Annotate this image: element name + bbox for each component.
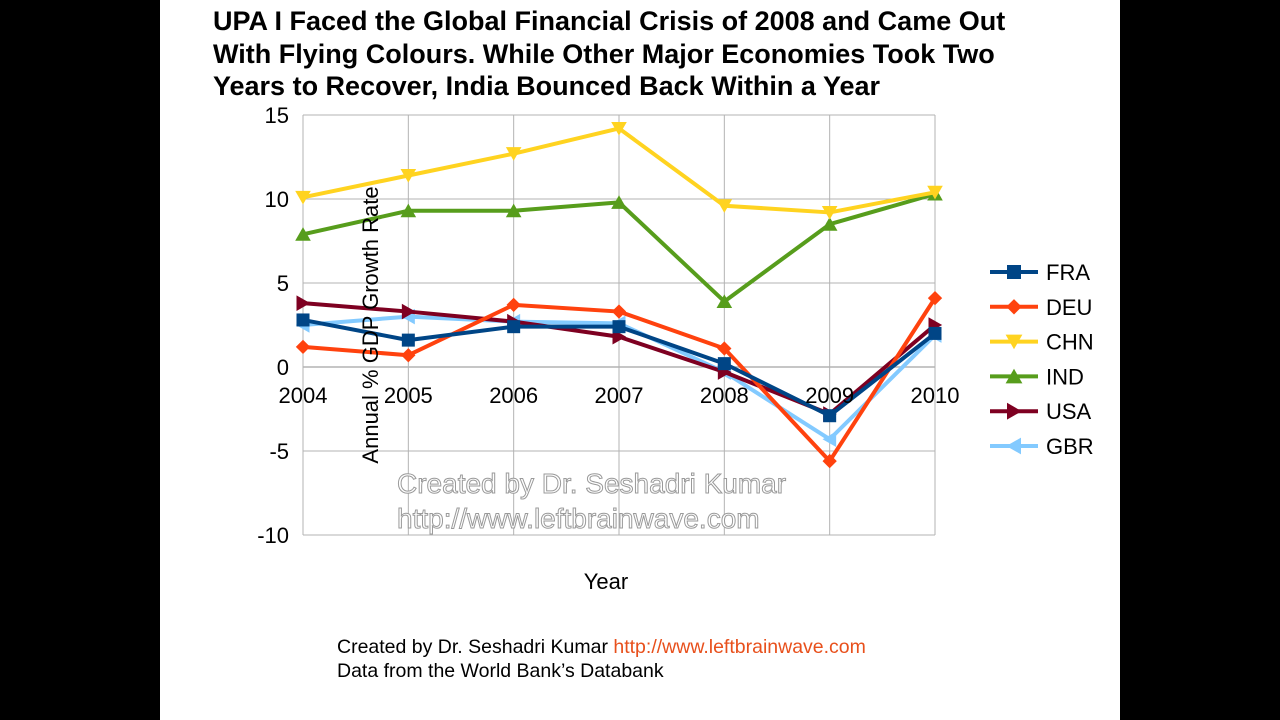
data-point-fra-2009 (823, 409, 837, 423)
data-point-deu-2005 (401, 348, 416, 363)
footer-credit-text: Created by Dr. Seshadri Kumar (337, 636, 608, 658)
data-point-fra-2004 (296, 313, 310, 327)
legend-marker (1005, 368, 1023, 384)
slide: UPA I Faced the Global Financial Crisis … (160, 0, 1120, 720)
legend-label: DEU (1046, 295, 1092, 320)
gdp-growth-line-chart: 2004 2005 2006 2007 2008 2009 2010 -10 -5 0 5 10 15… (257, 103, 1094, 594)
data-point-deu-2009 (822, 453, 837, 469)
data-point-ind-2004 (295, 227, 311, 241)
data-point-fra-2005 (401, 333, 415, 347)
legend-marker (1007, 402, 1022, 420)
x-tick-label: 2004 (279, 383, 328, 408)
legend-label: GBR (1046, 434, 1094, 459)
series-ind (295, 186, 943, 308)
x-axis-label: Year (584, 569, 628, 594)
footer-credit-link[interactable]: http://www.leftbrainwave.com (613, 636, 866, 658)
legend-marker (1005, 334, 1023, 350)
x-tick-label: 2009 (805, 383, 854, 408)
watermark-line-1: Created by Dr. Seshadri Kumar (397, 468, 786, 499)
data-point-chn-2009 (821, 205, 838, 220)
legend-item-usa: USA (990, 399, 1092, 424)
data-point-fra-2008 (717, 357, 731, 371)
data-point-gbr-2009 (822, 431, 837, 448)
data-point-deu-2006 (506, 297, 521, 312)
series-fra (296, 313, 942, 423)
data-point-deu-2008 (717, 341, 732, 356)
data-point-chn-2007 (611, 121, 627, 136)
series-layer (295, 121, 943, 469)
y-tick-label: -10 (257, 523, 289, 548)
data-point-chn-2005 (400, 168, 417, 183)
y-axis-label: Annual % GDP Growth Rate (358, 186, 383, 463)
x-tick-label: 2005 (384, 383, 433, 408)
footer-source: Data from the World Bank’s Databank (337, 660, 664, 682)
y-tick-label: 0 (277, 355, 289, 380)
legend-marker (1007, 265, 1021, 279)
watermark-line-2: http://www.leftbrainwave.com (397, 503, 760, 534)
x-tick-label: 2008 (700, 383, 749, 408)
x-tick-label: 2007 (595, 383, 644, 408)
y-tick-label: 5 (277, 271, 289, 296)
legend: FRA DEU CHN IND USA GBR (990, 260, 1094, 459)
data-point-deu-2010 (927, 290, 943, 306)
legend-item-deu: DEU (990, 295, 1092, 320)
data-point-ind-2008 (716, 294, 733, 308)
footer-credit-line: Created by Dr. Seshadri Kumar http://www… (337, 635, 866, 659)
data-point-deu-2007 (611, 304, 627, 319)
data-point-fra-2007 (612, 320, 626, 334)
y-tick-label: 10 (265, 187, 289, 212)
legend-marker (1006, 437, 1021, 455)
data-point-deu-2004 (295, 339, 311, 354)
legend-label: CHN (1046, 330, 1094, 355)
title-line-1: UPA I Faced the Global Financial Crisis … (213, 6, 1006, 36)
x-tick-labels: 2004 2005 2006 2007 2008 2009 2010 (279, 383, 960, 408)
data-point-chn-2004 (295, 190, 311, 205)
y-tick-label: 15 (265, 103, 289, 128)
chart-title: UPA I Faced the Global Financial Crisis … (213, 5, 1093, 103)
data-point-ind-2006 (505, 203, 522, 218)
data-point-ind-2005 (400, 203, 417, 218)
legend-label: FRA (1046, 260, 1090, 285)
x-tick-label: 2010 (911, 383, 960, 408)
data-point-chn-2006 (505, 147, 522, 161)
series-deu (295, 290, 943, 469)
y-tick-label: -5 (269, 439, 289, 464)
legend-marker (1006, 299, 1022, 315)
title-line-3: Years to Recover, India Bounced Back Wit… (213, 71, 881, 101)
legend-item-fra: FRA (990, 260, 1090, 285)
x-tick-label: 2006 (489, 383, 538, 408)
data-point-chn-2008 (716, 199, 733, 213)
title-line-2: With Flying Colours. While Other Major E… (213, 38, 995, 69)
data-point-ind-2007 (611, 195, 627, 209)
watermark: Created by Dr. Seshadri Kumar http://www… (397, 468, 787, 535)
footer-credits: Created by Dr. Seshadri Kumar http://www… (337, 635, 866, 683)
data-point-usa-2005 (401, 303, 416, 320)
legend-item-ind: IND (990, 364, 1084, 389)
legend-label: IND (1046, 364, 1084, 389)
legend-item-gbr: GBR (990, 434, 1094, 459)
data-point-chn-2010 (927, 185, 943, 200)
data-point-fra-2006 (507, 320, 521, 334)
legend-label: USA (1046, 399, 1092, 424)
legend-item-chn: CHN (990, 330, 1094, 355)
data-point-fra-2010 (928, 326, 942, 340)
series-chn (295, 121, 943, 220)
y-tick-labels: -10 -5 0 5 10 15 (257, 103, 289, 548)
data-point-usa-2004 (296, 295, 311, 311)
data-point-ind-2009 (821, 217, 838, 231)
